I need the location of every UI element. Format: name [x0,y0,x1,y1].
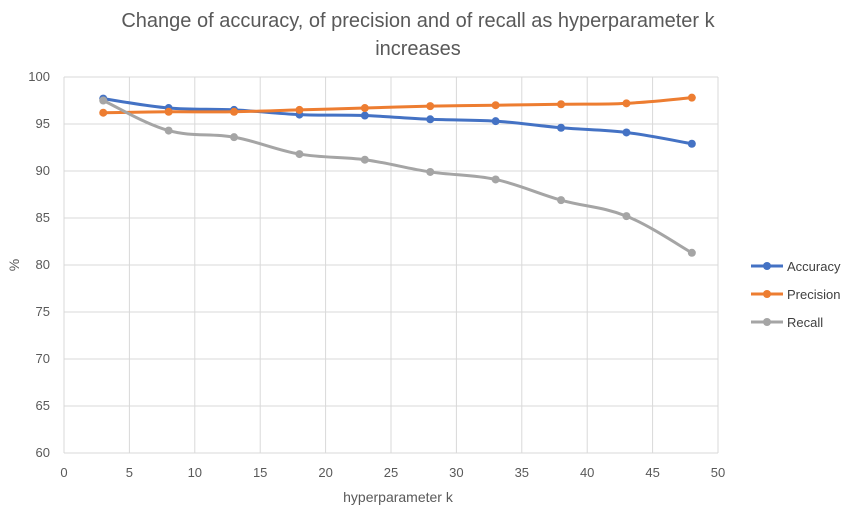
x-tick-label: 10 [188,465,202,480]
x-tick-label: 30 [449,465,463,480]
y-tick-label: 65 [36,398,50,413]
precision-point [687,93,696,102]
recall-line [101,99,694,255]
accuracy-point [622,128,631,137]
legend-marker-accuracy [763,262,771,270]
y-tick-label: 90 [36,163,50,178]
precision-point [491,101,500,110]
precision-point [230,107,239,116]
y-tick-label: 80 [36,257,50,272]
series-recall [99,96,696,257]
precision-point [557,100,566,109]
recall-point [426,167,435,176]
precision-point [360,104,369,113]
accuracy-point [426,115,435,124]
x-tick-label: 15 [253,465,267,480]
legend-label-accuracy: Accuracy [787,259,841,274]
legend-label-precision: Precision [787,287,840,302]
recall-point [99,96,108,105]
x-tick-label: 25 [384,465,398,480]
precision-point [295,105,304,114]
legend-label-recall: Recall [787,315,823,330]
x-tick-label: 35 [515,465,529,480]
recall-point [622,212,631,221]
tick-labels: 60 65 70 75 80 85 90 95 100 0 5 10 15 20 25 30 35 40 45 50 [28,69,725,480]
x-tick-label: 20 [318,465,332,480]
legend-item-recall: Recall [751,315,823,330]
legend-item-precision: Precision [751,287,840,302]
x-tick-label: 45 [645,465,659,480]
x-axis-title: hyperparameter k [343,489,454,505]
x-tick-label: 40 [580,465,594,480]
x-tick-label: 50 [711,465,725,480]
accuracy-point [491,117,500,126]
chart-title-line-2: increases [375,38,461,60]
legend: Accuracy Precision Recall [751,259,841,330]
precision-point [164,107,173,116]
series-precision [99,93,696,117]
y-tick-label: 100 [28,69,50,84]
precision-point [622,99,631,108]
recall-point [360,155,369,164]
x-tick-label: 5 [126,465,133,480]
recall-point [295,150,304,159]
accuracy-point [557,123,566,132]
y-tick-label: 75 [36,304,50,319]
legend-item-accuracy: Accuracy [751,259,841,274]
y-tick-label: 70 [36,351,50,366]
accuracy-point [360,111,369,120]
accuracy-point [687,139,696,148]
recall-point [557,196,566,205]
recall-point [687,248,696,257]
gridlines [63,76,719,454]
y-tick-label: 60 [36,445,50,460]
precision-point [99,108,108,117]
y-tick-label: 95 [36,116,50,131]
recall-point [164,126,173,135]
precision-line [101,96,694,115]
legend-marker-recall [763,318,771,326]
x-tick-label: 0 [60,465,67,480]
accuracy-line [101,97,694,146]
chart-title-line-1: Change of accuracy, of precision and of … [121,10,715,32]
y-tick-label: 85 [36,210,50,225]
series-layer [99,93,696,257]
precision-point [426,102,435,111]
recall-point [491,175,500,184]
recall-point [230,133,239,142]
legend-marker-precision [763,290,771,298]
y-axis-title: % [6,259,22,271]
